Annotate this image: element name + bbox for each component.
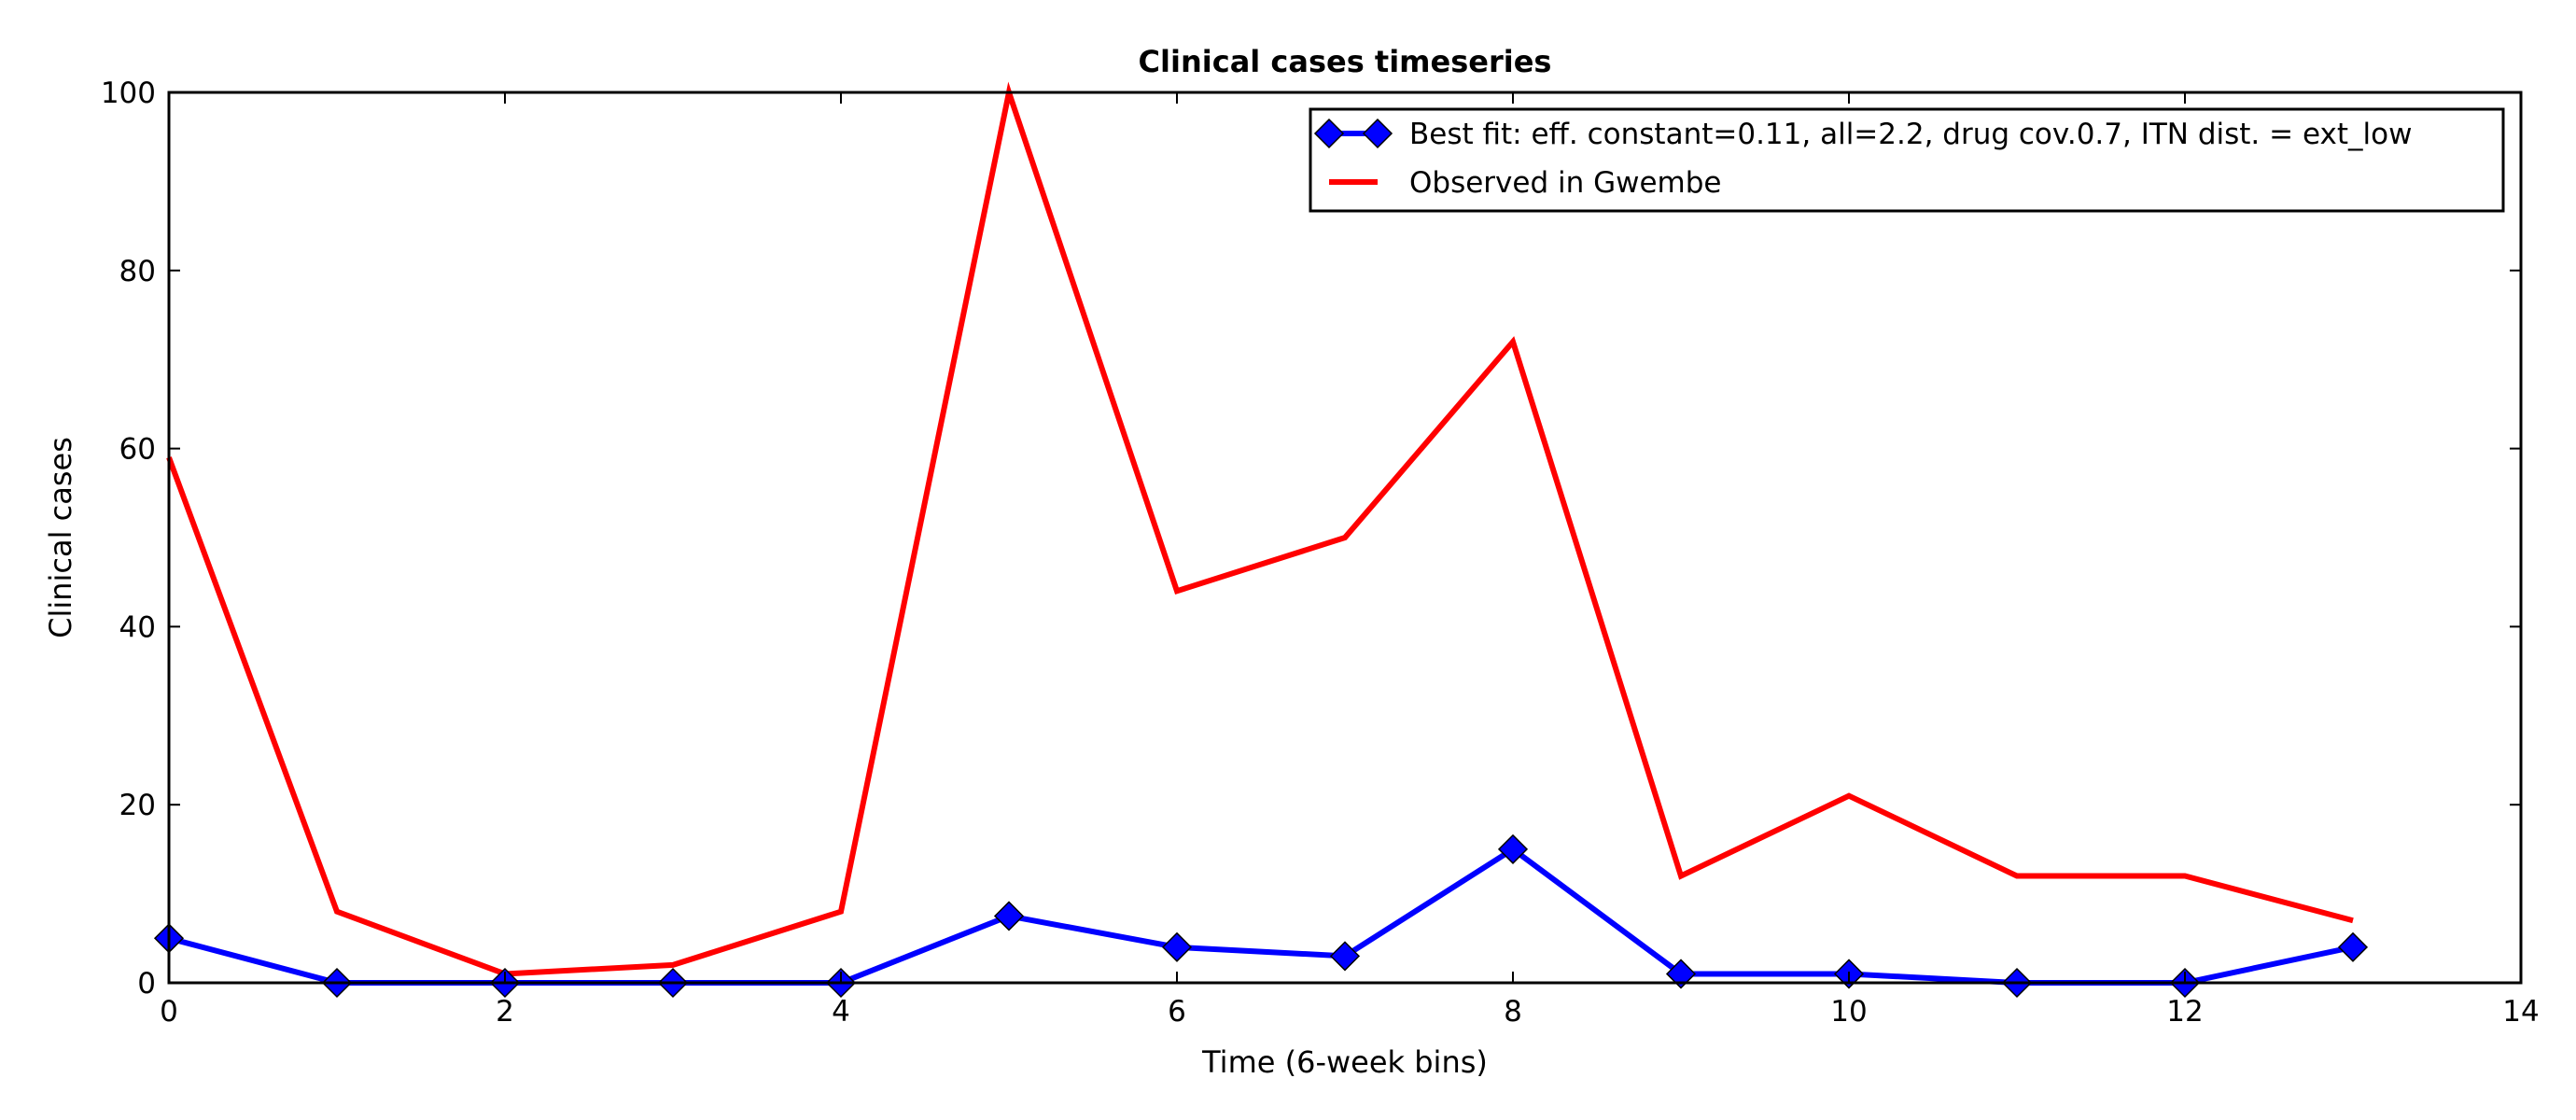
data-point-marker — [1665, 959, 1697, 989]
legend-entry-observed: Observed in Gwembe — [1329, 166, 1722, 200]
legend: Best fit: eff. constant=0.11, all=2.2, d… — [1309, 107, 2505, 213]
x-tick-label: 6 — [1168, 995, 1186, 1029]
y-tick-label: 80 — [119, 255, 156, 288]
series-best-fit — [153, 833, 2369, 999]
plot-frame — [167, 91, 2523, 985]
data-point-marker — [1329, 941, 1361, 972]
series-layer — [153, 81, 2369, 999]
data-point-marker — [993, 901, 1025, 931]
y-tick-label: 100 — [101, 77, 156, 110]
series-line — [168, 846, 2354, 986]
y-tick-label: 60 — [119, 433, 156, 467]
chart-title: Clinical cases timeseries — [1139, 44, 1552, 79]
legend-label-best-fit: Best fit: eff. constant=0.11, all=2.2, d… — [1409, 118, 2412, 151]
legend-box — [1309, 107, 2505, 213]
y-axis-label: Clinical cases — [43, 437, 78, 638]
series-observed — [166, 81, 2354, 977]
x-tick-label: 14 — [2502, 995, 2539, 1029]
legend-marker-diamond — [1362, 118, 1393, 149]
legend-entry-best-fit: Best fit: eff. constant=0.11, all=2.2, d… — [1313, 118, 2412, 151]
y-tick-label: 0 — [137, 967, 156, 1001]
y-tick-label: 40 — [119, 610, 156, 644]
y-tick-label: 20 — [119, 789, 156, 822]
y-axis-ticks: 0 20 40 60 80 100 — [101, 77, 2521, 1001]
x-tick-label: 2 — [496, 995, 514, 1029]
x-tick-label: 0 — [160, 995, 178, 1029]
x-axis-ticks: 0 2 4 6 8 10 12 14 — [160, 92, 2540, 1029]
x-tick-label: 4 — [832, 995, 850, 1029]
data-point-marker — [2337, 931, 2369, 962]
x-axis-label: Time (6-week bins) — [1201, 1044, 1488, 1080]
x-tick-label: 12 — [2166, 995, 2203, 1029]
legend-marker-diamond — [1313, 118, 1345, 149]
x-tick-label: 8 — [1504, 995, 1522, 1029]
legend-label-observed: Observed in Gwembe — [1409, 166, 1722, 200]
x-tick-label: 10 — [1830, 995, 1867, 1029]
data-point-marker — [1161, 931, 1193, 962]
data-point-marker — [1497, 833, 1529, 864]
series-line — [166, 81, 2354, 977]
